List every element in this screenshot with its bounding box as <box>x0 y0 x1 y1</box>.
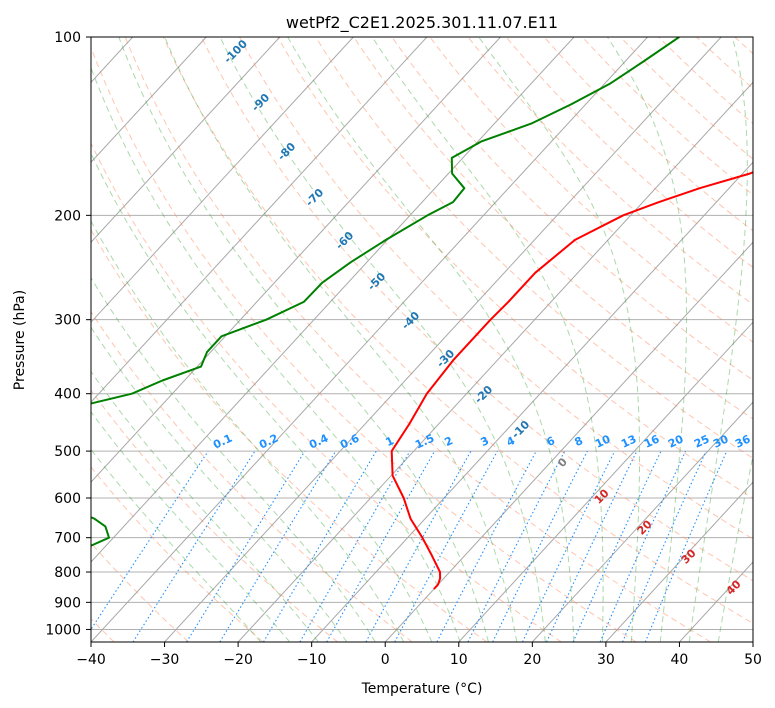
temperature-line <box>390 171 753 590</box>
y-tick-label: 700 <box>54 531 81 547</box>
moist-adiabat-line <box>118 37 489 642</box>
mixing-ratio-line <box>644 450 728 642</box>
x-tick-label: 0 <box>381 652 390 668</box>
mixing-ratio-label: 30 <box>711 432 731 450</box>
x-tick-label: 40 <box>671 652 689 668</box>
moist-adiabat-line <box>219 37 546 642</box>
x-tick-label: −20 <box>223 652 253 668</box>
x-tick-label: −40 <box>76 652 106 668</box>
moist-adiabat-line <box>478 37 640 642</box>
mixing-ratio-label: 25 <box>692 432 711 450</box>
isotherm-line <box>91 37 648 642</box>
x-axis-title: Temperature (°C) <box>361 681 483 697</box>
y-tick-label: 900 <box>54 595 81 611</box>
moist-adiabat-line <box>606 37 687 642</box>
mixing-ratio-line <box>299 450 411 642</box>
y-tick-label: 400 <box>54 387 81 403</box>
moist-adiabat-line <box>717 453 753 642</box>
y-tick-label: 100 <box>54 30 81 46</box>
series-layer <box>91 37 753 590</box>
moist-adiabat-line <box>91 370 319 642</box>
dry-adiabat-line <box>91 142 562 642</box>
y-tick-label: 500 <box>54 444 81 460</box>
mixing-ratio-line <box>263 450 377 642</box>
mixing-ratio-line <box>599 450 687 642</box>
mixing-ratio-label: 36 <box>733 432 753 450</box>
dry-adiabat-line <box>162 37 753 624</box>
x-tick-label: 30 <box>597 652 615 668</box>
moist-adiabat-line <box>91 326 348 642</box>
y-tick-label: 200 <box>54 208 81 224</box>
isotherm-line <box>91 37 501 483</box>
isotherm-line <box>91 37 207 164</box>
dry-adiabat-line <box>620 37 753 160</box>
mixing-ratio-line <box>546 450 638 642</box>
x-tick-label: 20 <box>523 652 541 668</box>
isotherm-line <box>531 401 753 642</box>
mixing-ratio-line <box>622 450 707 642</box>
mixing-ratio-line <box>365 450 472 642</box>
background-lines <box>91 37 753 642</box>
mixing-ratio-line <box>572 450 662 642</box>
mixing-ratio-line <box>522 450 616 642</box>
dry-adiabat-line <box>467 37 753 306</box>
mixing-ratio-line <box>326 450 436 642</box>
y-tick-label: 1000 <box>45 622 81 638</box>
dry-adiabat-line <box>315 37 753 459</box>
dry-adiabat-line <box>581 37 753 196</box>
moist-adiabat-line <box>91 66 461 642</box>
moist-adiabat-line <box>91 220 405 642</box>
dry-adiabat-line <box>200 37 753 582</box>
dry-adiabat-line <box>429 37 753 343</box>
mixing-ratio-label: 13 <box>619 432 638 450</box>
isotherm-line <box>164 37 722 642</box>
x-tick-label: 50 <box>744 652 762 668</box>
mixing-ratio-label: 10 <box>593 432 613 450</box>
isotherm-line <box>458 321 753 642</box>
dry-adiabat-line <box>91 46 637 642</box>
mixing-ratio-line <box>219 450 337 642</box>
y-tick-label: 800 <box>54 565 81 581</box>
moist-adiabat-line <box>287 37 575 642</box>
y-tick-label: 600 <box>54 491 81 507</box>
mixing-ratio-line <box>132 450 256 642</box>
x-tick-label: −30 <box>150 652 180 668</box>
x-tick-label: 10 <box>450 652 468 668</box>
dry-adiabat-line <box>124 37 711 642</box>
isotherm-line <box>237 81 753 642</box>
isotherm-line <box>91 37 428 403</box>
moist-adiabat-line <box>688 37 748 642</box>
isotherm-line <box>91 37 575 563</box>
x-tick-label: −10 <box>297 652 327 668</box>
mixing-ratio-label: 16 <box>642 432 662 450</box>
dewpoint-line <box>91 37 680 547</box>
mixing-ratio-label: 20 <box>666 432 686 450</box>
mixing-ratio-line <box>186 450 306 642</box>
dry-adiabat-line <box>91 228 488 642</box>
isotherm-line <box>311 161 753 642</box>
moist-adiabat-line <box>91 152 433 642</box>
moist-adiabat-line <box>371 37 604 642</box>
moist-adiabat-line <box>91 276 376 642</box>
moist-adiabat-line <box>91 411 291 642</box>
dry-adiabat-line <box>277 37 753 499</box>
mixing-ratio-line <box>492 450 588 642</box>
plot-frame <box>90 36 754 643</box>
isotherm-line <box>91 37 281 243</box>
isotherm-line <box>384 241 753 642</box>
ticks-layer: −40 −30 −20 −10 0 10 20 30 40 50 100 200 300 400 500 60… <box>45 30 762 668</box>
dry-adiabat-line <box>353 37 753 420</box>
mixing-ratio-line <box>394 450 498 642</box>
dry-adiabat-line <box>91 389 339 642</box>
isotherm-line <box>91 37 354 323</box>
y-tick-label: 300 <box>54 313 81 329</box>
y-axis-title: Pressure (hPa) <box>12 290 28 390</box>
dry-adiabat-line <box>239 37 753 540</box>
chart-title: wetPf2_C2E1.2025.301.11.07.E11 <box>286 13 558 33</box>
moist-adiabat-line <box>164 37 518 642</box>
isotherm-line <box>605 481 753 642</box>
